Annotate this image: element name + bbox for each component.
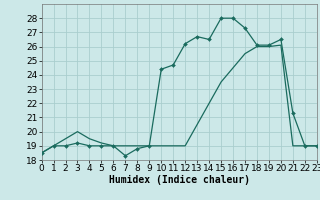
X-axis label: Humidex (Indice chaleur): Humidex (Indice chaleur) [109,175,250,185]
